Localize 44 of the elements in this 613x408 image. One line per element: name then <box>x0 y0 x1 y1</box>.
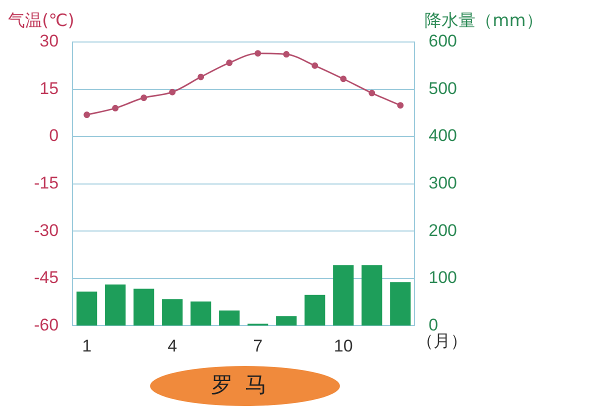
x-tick-label: 7 <box>253 336 263 356</box>
x-axis-title: （月） <box>416 332 468 352</box>
point <box>254 50 262 57</box>
x-tick-label: 1 <box>82 336 92 356</box>
bar <box>219 310 240 326</box>
y2-tick-label: 500 <box>428 78 458 98</box>
y-tick-label: 0 <box>49 126 59 146</box>
point <box>112 104 119 112</box>
point <box>84 112 90 118</box>
bar <box>76 292 98 326</box>
point <box>226 60 233 66</box>
point <box>312 62 318 69</box>
y-axis-title: 气温(℃) <box>8 10 74 31</box>
y-tick-label: -15 <box>34 173 59 192</box>
y2-axis-title: 降水量（mm） <box>424 10 543 31</box>
point <box>340 76 347 82</box>
bar <box>390 282 411 326</box>
bar <box>333 265 354 326</box>
point <box>397 102 404 109</box>
bar <box>362 265 382 326</box>
y-tick-label: 30 <box>40 32 59 51</box>
y2-tick-label: 200 <box>428 220 458 240</box>
bar <box>162 299 183 326</box>
point <box>368 90 376 96</box>
bar <box>304 294 326 326</box>
point <box>169 88 176 96</box>
y2-tick-label: 100 <box>428 268 458 288</box>
y-tick-label: -45 <box>34 268 59 288</box>
bar <box>105 284 126 326</box>
y2-tick-label: 600 <box>428 32 458 51</box>
y-tick-label: 15 <box>40 78 59 98</box>
point <box>283 51 290 58</box>
x-tick-label: 4 <box>168 336 178 356</box>
bar <box>276 316 297 326</box>
bar <box>134 288 154 326</box>
point <box>198 74 204 80</box>
point <box>140 94 148 102</box>
y2-tick-label: 300 <box>428 173 458 192</box>
x-tick-label: 10 <box>334 336 353 356</box>
y2-tick-label: 400 <box>428 126 458 146</box>
bar <box>190 301 212 326</box>
y-tick-label: -30 <box>34 220 59 240</box>
y-tick-label: -60 <box>34 315 59 334</box>
y2-tick-label: 0 <box>428 315 438 334</box>
